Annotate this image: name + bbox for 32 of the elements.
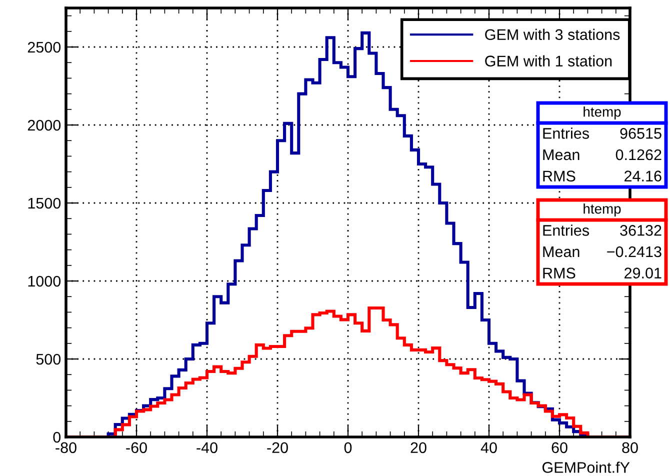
- annotation: RMS: [543, 170, 576, 182]
- x-tick-label: 40: [480, 442, 497, 454]
- annotation: −0.2413: [607, 246, 662, 258]
- y-tick-label: 0: [53, 432, 61, 443]
- x-tick-label: -20: [267, 442, 288, 454]
- y-tick-label: 1500: [28, 198, 61, 209]
- annotation: 29.01: [624, 268, 662, 278]
- annotation: RMS: [543, 268, 576, 278]
- annotation: 96515: [620, 128, 662, 139]
- annotation: Entries: [543, 128, 589, 139]
- x-tick-label: 60: [552, 442, 568, 454]
- annotation: htemp: [584, 106, 621, 120]
- x-tick-label: 20: [410, 442, 426, 454]
- annotation: 36132: [620, 225, 662, 236]
- x-tick-label: 0: [344, 442, 352, 454]
- y-tick-label: 2500: [28, 42, 61, 53]
- x-axis-title: GEMPoint.fY: [542, 462, 630, 473]
- y-tick-label: 500: [36, 354, 61, 365]
- y-tick-label: 1000: [28, 276, 61, 287]
- annotation: 0.1262: [616, 149, 662, 160]
- x-tick-label: -80: [56, 442, 76, 454]
- annotation: Mean: [543, 150, 580, 160]
- legend-label: GEM with 3 stations: [485, 28, 620, 40]
- annotation: Mean: [543, 246, 580, 258]
- x-tick-label: 80: [622, 442, 638, 454]
- annotation: Entries: [543, 224, 589, 236]
- x-tick-label: -60: [126, 442, 147, 454]
- x-tick-label: -40: [196, 442, 218, 454]
- annotation: htemp: [584, 204, 621, 216]
- annotation: 24.16: [624, 170, 662, 182]
- legend-label: GEM with 1 station: [485, 55, 612, 66]
- y-tick-label: 2000: [28, 120, 61, 131]
